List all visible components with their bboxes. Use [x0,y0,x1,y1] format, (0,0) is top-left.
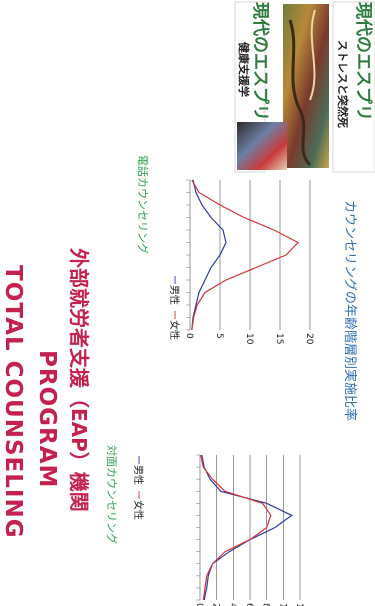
book-series-text: 現代のエスプリ [353,2,374,121]
y-tick-label: 20 [304,333,314,345]
series-line-male [191,179,227,331]
legend-male-dash: ー [132,455,143,465]
legend-female-label: 女性 [168,320,181,340]
program-title-line1: TOTAL COUNSELING [0,265,26,539]
footer-caption: カウンセリングの年齢階層別実施比率 [342,200,358,421]
chart1-legend: ー 男性 ー 女性 [132,455,145,520]
face-to-face-heading: 対面カウンセリング [105,445,119,544]
series-line-female [200,454,272,601]
book-cover-1: 現代のエスプリ ストレスと突然死 [283,1,375,173]
phone-heading: 電話カウンセリング [136,155,150,254]
program-title-line2: PROGRAM [34,350,60,488]
legend-female-dash: ー [132,490,143,500]
y-tick-label: 6 [244,603,254,606]
y-tick-label: 10 [244,333,254,345]
legend-female-dash: ー [168,310,179,320]
book-title-text: ストレスと突然死 [336,40,350,128]
y-tick-label: 2 [211,603,221,606]
book-cover-art [237,122,287,170]
legend-female-label: 女性 [132,500,145,520]
book-cover-art [283,4,329,168]
y-tick-label: 12 [294,603,304,606]
face-to-face-chart: 0 2 4 6 8 10 12 [194,454,304,606]
y-tick-label: 5 [214,333,224,339]
series-line-male [201,454,293,601]
y-tick-label: 0 [194,603,204,606]
legend-male-label: 男性 [132,465,145,485]
legend-male-label: 男性 [168,285,181,305]
y-tick-label: 8 [261,603,271,606]
y-tick-label: 0 [184,333,194,339]
y-tick-label: 4 [227,603,237,606]
chart2-legend: ー 男性 ー 女性 [168,275,181,340]
legend-male-dash: ー [168,275,179,285]
book-title-text: 健康支援学 [237,42,251,97]
book-series-text: 現代のエスプリ [250,2,271,121]
book-cover-2: 現代のエスプリ 健康支援学 [234,1,287,173]
phone-chart: 0 5 10 15 20 [184,179,314,345]
eap-subtitle: 外部就労者支援（EAP）機関 [67,248,91,512]
series-line-female [191,179,299,331]
y-tick-label: 15 [274,333,284,344]
y-tick-label: 10 [277,603,287,606]
